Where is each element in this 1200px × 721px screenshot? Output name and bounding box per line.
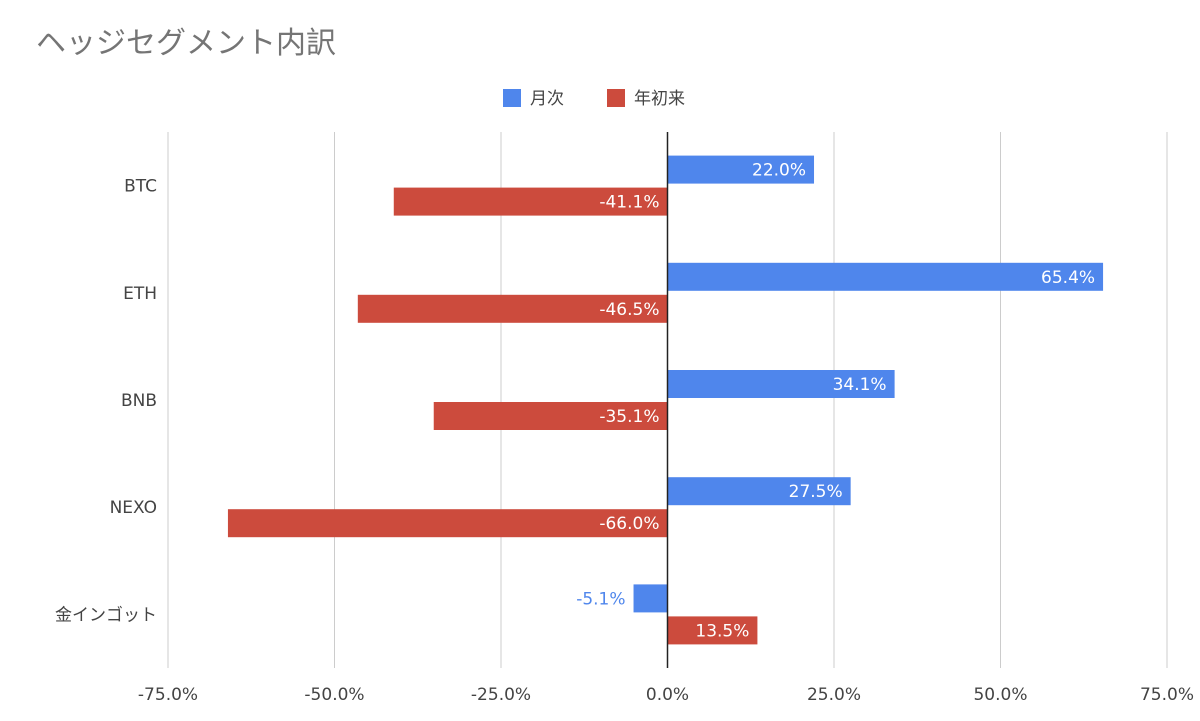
data-label: 65.4% [1041,268,1095,288]
x-tick-label: 75.0% [1140,685,1194,705]
x-tick-label: -75.0% [138,685,198,705]
data-label: 34.1% [833,375,887,395]
data-label: -41.1% [599,193,659,213]
data-label: 13.5% [695,621,749,641]
legend: 月次 年初来 [503,89,685,109]
x-tick-label: 50.0% [973,685,1027,705]
bar [433,402,668,430]
bar [393,187,668,216]
legend-swatch [607,89,625,107]
data-label: -5.1% [576,589,625,609]
category-label: BNB [121,391,157,411]
legend-label: 月次 [530,89,564,109]
x-tick-labels: -75.0% -50.0% -25.0% 0.0% 25.0% 50.0% 75.0% [138,685,1194,705]
x-tick-label: 25.0% [807,685,861,705]
bars [227,155,1104,645]
legend-label: 年初来 [634,89,685,109]
chart-title: ヘッジセグメント内訳 [36,26,336,61]
bar [667,262,1104,291]
category-label: ETH [123,284,157,304]
x-tick-label: 0.0% [646,685,689,705]
legend-swatch [503,89,521,107]
bar [667,370,895,398]
bar [667,477,851,506]
bar [357,294,668,323]
data-label: -35.1% [599,407,659,427]
data-labels: 22.0% -41.1% 65.4% -46.5% 34.1% -35.1% 27.5% -6… [576,161,1095,642]
data-label: -66.0% [599,514,659,534]
category-label: BTC [124,177,157,197]
bar [633,584,668,613]
data-label: -46.5% [599,300,659,320]
bar [667,155,815,184]
x-tick-label: -50.0% [304,685,364,705]
category-labels: BTC ETH BNB NEXO 金インゴット [55,177,157,626]
x-tick-label: -25.0% [471,685,531,705]
data-label: 22.0% [752,161,806,181]
data-label: 27.5% [789,482,843,502]
grid-lines [167,132,1168,668]
category-label: NEXO [110,498,157,518]
bar [227,509,668,538]
bar [667,616,758,645]
category-label: 金インゴット [55,604,157,625]
